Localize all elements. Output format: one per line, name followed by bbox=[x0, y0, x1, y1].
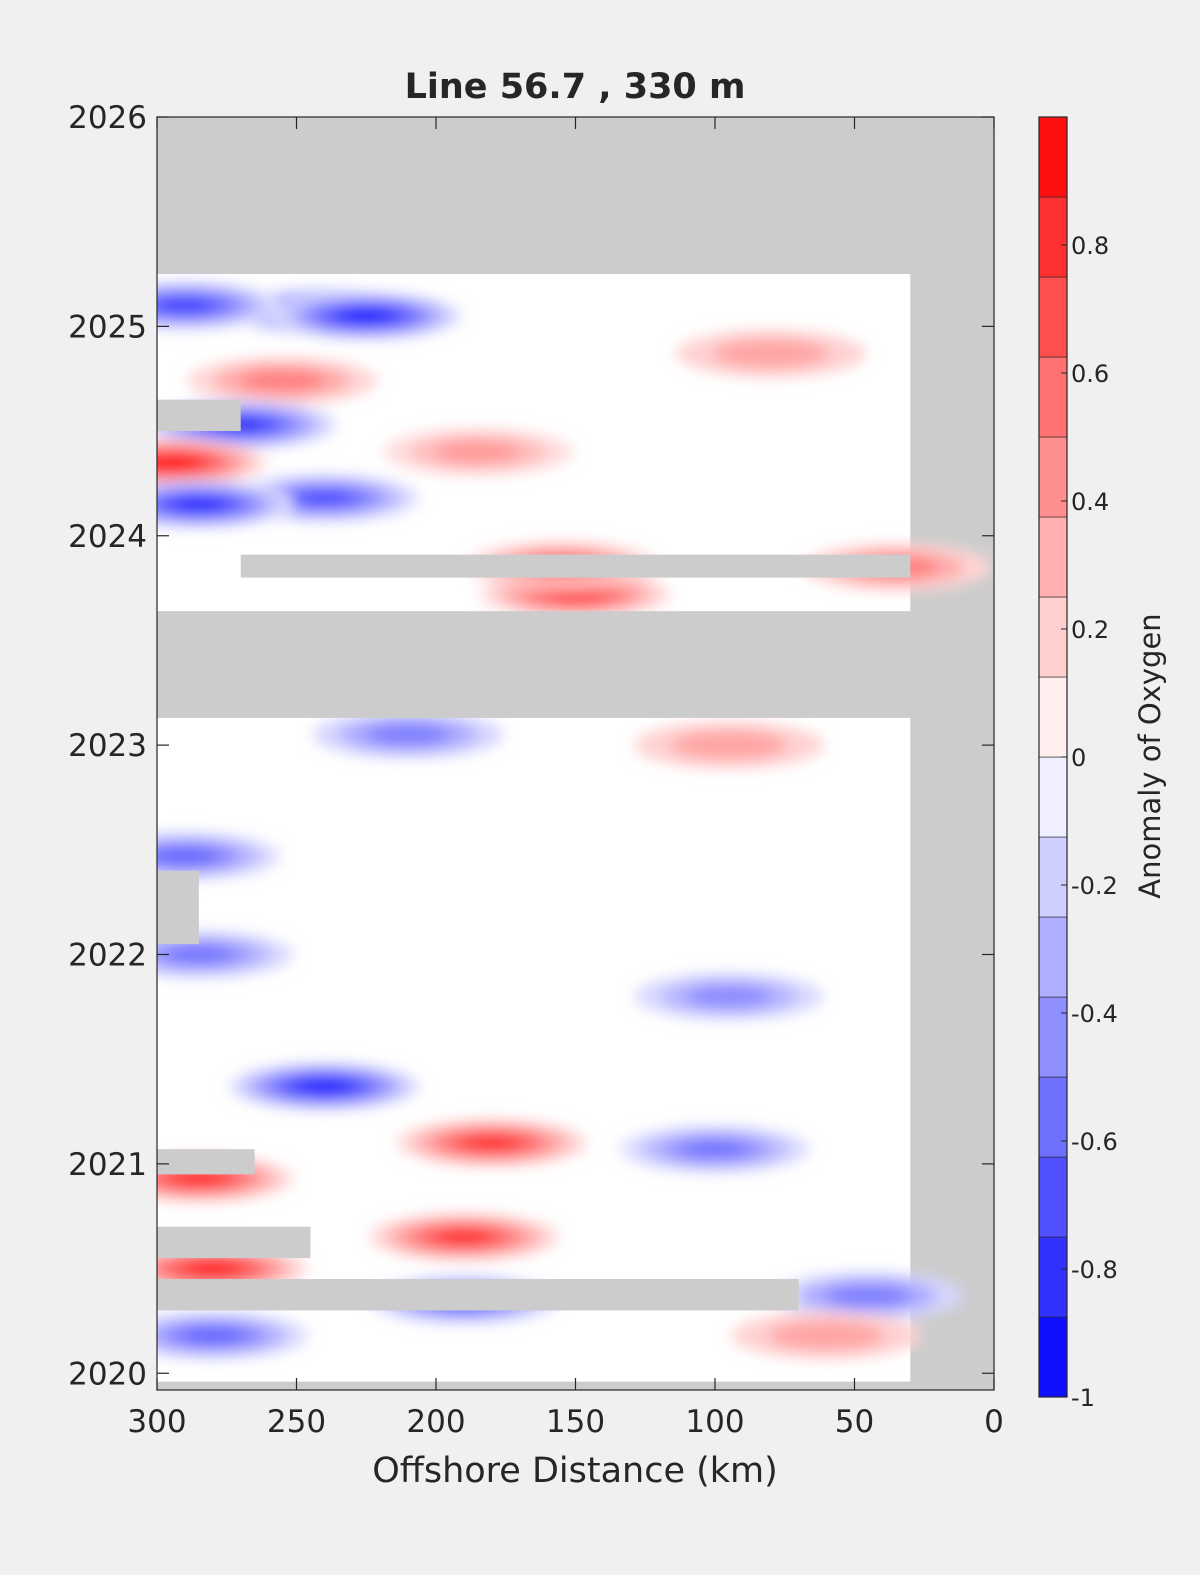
anomaly-contour bbox=[670, 730, 788, 760]
y-tick-label: 2021 bbox=[68, 1147, 147, 1183]
anomaly-contour bbox=[464, 1136, 519, 1150]
nodata-band bbox=[240, 554, 911, 578]
anomaly-contour bbox=[436, 1230, 492, 1245]
anomaly-contours bbox=[157, 281, 992, 1360]
nodata-band bbox=[157, 1226, 311, 1259]
anomaly-contour bbox=[686, 985, 772, 1008]
x-tick-label: 250 bbox=[267, 1404, 326, 1440]
colorbar-segment bbox=[1038, 836, 1068, 918]
colorbar-tick-label: -0.8 bbox=[1071, 1256, 1118, 1284]
chart-title: Line 56.7 , 330 m bbox=[405, 67, 746, 107]
anomaly-contour bbox=[297, 491, 352, 505]
colorbar-segment bbox=[1038, 676, 1068, 758]
anomaly-contour bbox=[157, 298, 213, 313]
y-tick-label: 2024 bbox=[68, 519, 147, 555]
colorbar-tick-label: -1 bbox=[1071, 1384, 1095, 1412]
anomaly-contour bbox=[189, 1262, 236, 1275]
x-tick-label: 0 bbox=[984, 1404, 1004, 1440]
anomaly-contour bbox=[175, 498, 222, 511]
anomaly-contour bbox=[343, 310, 390, 322]
anomaly-contour bbox=[157, 456, 194, 469]
colorbar-segment bbox=[1038, 996, 1068, 1078]
colorbar-segment bbox=[1038, 356, 1068, 438]
nodata-band bbox=[157, 611, 994, 718]
colorbar-tick-label: 0.8 bbox=[1071, 232, 1109, 260]
anomaly-contour bbox=[179, 1327, 246, 1344]
colorbar-tick-label: 0.2 bbox=[1071, 616, 1109, 644]
y-tick-label: 2022 bbox=[68, 938, 147, 974]
colorbar-segment bbox=[1038, 756, 1068, 838]
y-tick-label: 2025 bbox=[68, 309, 147, 345]
colorbar-segment bbox=[1038, 916, 1068, 998]
colorbar-label: Anomaly of Oxygen bbox=[1133, 613, 1167, 898]
colorbar-segment bbox=[1038, 516, 1068, 598]
colorbar-segment bbox=[1038, 1316, 1068, 1398]
x-tick-label: 150 bbox=[546, 1404, 605, 1440]
anomaly-contour bbox=[240, 370, 325, 392]
anomaly-contour bbox=[175, 1172, 222, 1185]
anomaly-contour bbox=[681, 1140, 749, 1158]
nodata-band bbox=[157, 1279, 799, 1311]
anomaly-contour bbox=[768, 1320, 886, 1351]
colorbar-segment bbox=[1038, 1076, 1068, 1158]
colorbar-segment bbox=[1038, 276, 1068, 358]
colorbar-tick-label: 0 bbox=[1071, 744, 1086, 772]
colorbar-segment bbox=[1038, 596, 1068, 678]
y-tick-label: 2020 bbox=[68, 1356, 147, 1392]
y-tick-label: 2026 bbox=[68, 100, 147, 136]
nodata-band bbox=[157, 870, 199, 945]
colorbar-segment bbox=[1038, 436, 1068, 518]
colorbar-tick-label: -0.6 bbox=[1071, 1128, 1118, 1156]
anomaly-contour bbox=[548, 587, 603, 602]
anomaly-contour bbox=[712, 338, 830, 369]
anomaly-contour bbox=[826, 1285, 911, 1307]
x-axis-label: Offshore Distance (km) bbox=[372, 1451, 778, 1491]
colorbar-segment bbox=[1038, 116, 1068, 198]
colorbar-segment bbox=[1038, 196, 1068, 278]
colorbar-segment bbox=[1038, 1156, 1068, 1238]
nodata-band bbox=[157, 1149, 255, 1175]
x-tick-label: 200 bbox=[406, 1404, 465, 1440]
colorbar-tick-label: 0.6 bbox=[1071, 360, 1109, 388]
anomaly-contour bbox=[301, 1080, 348, 1093]
x-tick-label: 300 bbox=[127, 1404, 186, 1440]
anomaly-contour bbox=[157, 847, 218, 865]
colorbar-segment bbox=[1038, 1236, 1068, 1318]
colorbar-tick-label: -0.2 bbox=[1071, 872, 1118, 900]
anomaly-contour bbox=[365, 723, 451, 746]
x-tick-label: 50 bbox=[835, 1404, 874, 1440]
colorbar-tick-label: -0.4 bbox=[1071, 1000, 1118, 1028]
colorbar-tick-label: 0.4 bbox=[1071, 488, 1109, 516]
y-tick-label: 2023 bbox=[68, 728, 147, 764]
x-tick-label: 100 bbox=[685, 1404, 744, 1440]
nodata-band bbox=[157, 399, 241, 432]
anomaly-contour bbox=[165, 946, 232, 963]
anomaly-contour bbox=[435, 441, 521, 463]
